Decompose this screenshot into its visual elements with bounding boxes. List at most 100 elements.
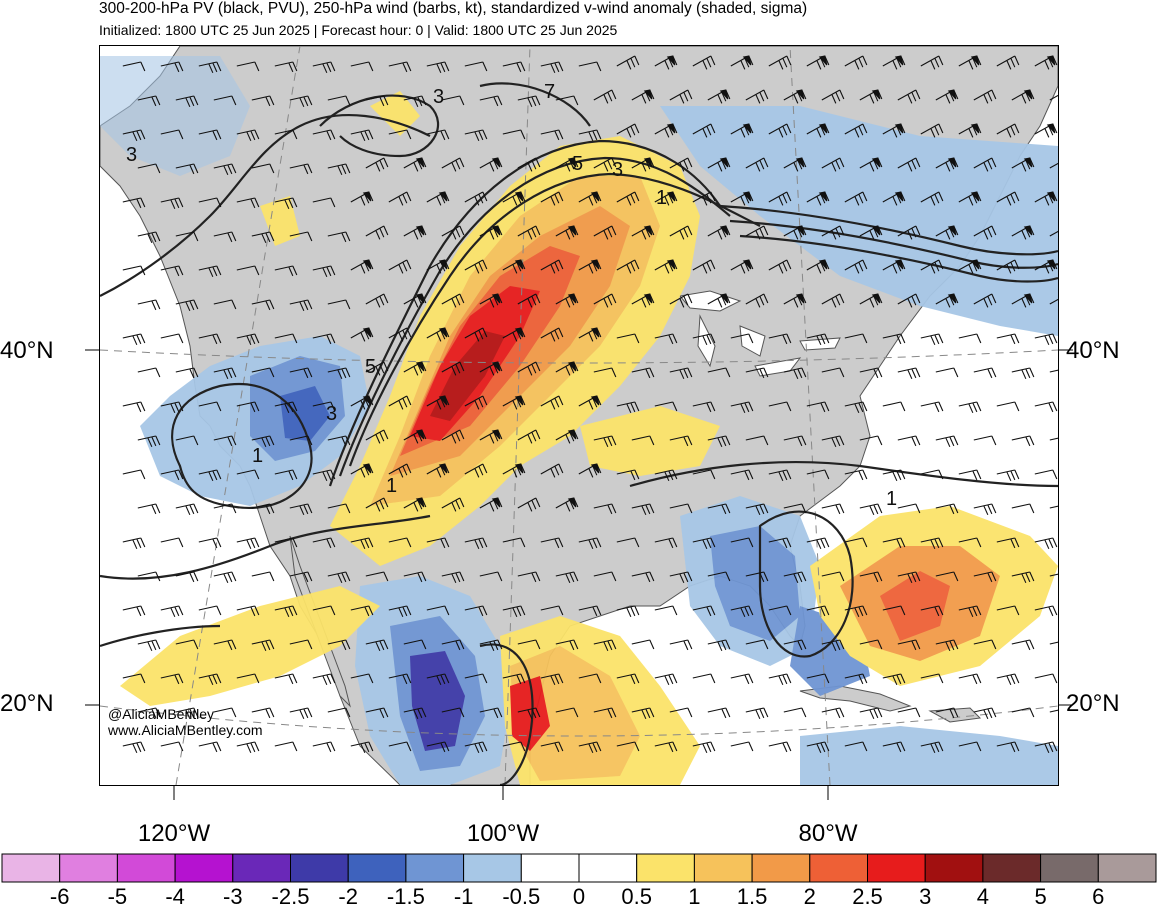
wind-barb-icon: [236, 265, 260, 276]
wind-barb-icon: [821, 707, 845, 719]
colorbar-swatch: [867, 853, 926, 883]
wind-barb-icon: [1011, 225, 1035, 240]
wind-barb-icon: [175, 163, 199, 175]
colorbar-swatch: [636, 853, 695, 883]
wind-barb-icon: [821, 157, 845, 172]
wind-barb-icon: [365, 429, 389, 444]
pv-label: 1: [252, 445, 263, 467]
wind-barb-icon: [479, 497, 503, 512]
wind-barb-icon: [426, 673, 450, 686]
wind-barb-icon: [289, 231, 313, 242]
wind-barb-icon: [935, 435, 959, 448]
anomaly-pos-jet-max: [430, 331, 505, 421]
wind-barb-icon: [160, 265, 184, 277]
wind-barb-icon: [479, 225, 503, 240]
wind-barb-icon: [920, 605, 944, 617]
wind-barb-icon: [160, 61, 184, 73]
wind-barb-icon: [365, 707, 389, 719]
colorbar-swatch: [232, 853, 292, 883]
wind-barb-icon: [502, 129, 526, 140]
wind-barb-icon: [479, 293, 503, 308]
wind-barb-icon: [1049, 298, 1058, 305]
wind-barb-icon: [426, 61, 450, 74]
wind-barb-icon: [844, 741, 868, 752]
wind-barb-icon: [768, 333, 792, 345]
wind-barb-icon: [996, 469, 1020, 482]
wind-barb-icon: [1034, 191, 1058, 206]
wind-barbs: [122, 55, 1058, 754]
wind-barb-icon: [426, 395, 450, 410]
wind-barb-icon: [137, 503, 161, 515]
wind-barb-icon: [388, 327, 412, 342]
wind-barb-icon: [578, 129, 602, 142]
wind-barb-icon: [882, 123, 906, 138]
wind-barb-icon: [160, 129, 184, 140]
wind-barb-icon: [996, 741, 1020, 753]
wind-barb-icon: [327, 299, 351, 310]
wind-barb-icon: [958, 605, 982, 618]
wind-barb-icon: [973, 367, 997, 379]
wind-barb-icon: [175, 707, 199, 720]
wind-barb-icon: [517, 95, 541, 108]
wind-barb-icon: [1034, 123, 1058, 138]
wind-barb-icon: [251, 367, 275, 378]
colorbar-swatch: [1, 853, 61, 883]
wind-barb-icon: [844, 401, 868, 414]
pv-label: 3: [126, 144, 137, 166]
wind-barb-icon: [198, 673, 222, 686]
wind-barb-icon: [935, 157, 959, 172]
wind-barb-icon: [426, 463, 450, 478]
wind-barb-icon: [1034, 741, 1058, 754]
wind-barb-icon: [160, 673, 184, 685]
wind-barb-icon: [441, 571, 465, 584]
wind-barb-icon: [821, 89, 845, 104]
wind-barb-icon: [692, 333, 716, 346]
anomaly-neg-caribbean: [800, 726, 1058, 785]
wind-barb-icon: [289, 163, 313, 175]
wind-barb-icon: [1034, 333, 1058, 346]
wind-barb-icon: [441, 293, 465, 308]
colorbar-tick-label: 0.5: [621, 884, 652, 909]
wind-barb-icon: [1049, 230, 1058, 237]
wind-barb-icon: [122, 401, 146, 413]
wind-barb-icon: [616, 469, 640, 481]
wind-barb-icon: [707, 571, 731, 582]
wind-barb-icon: [1049, 437, 1058, 441]
wind-barb-icon: [350, 191, 374, 206]
wind-barb-icon: [783, 157, 807, 172]
wind-barb-icon: [289, 95, 313, 108]
wind-barb-icon: [692, 741, 716, 754]
wind-barb-icon: [958, 123, 982, 138]
wind-barb-icon: [768, 673, 792, 686]
wind-barb-icon: [897, 503, 921, 514]
wind-barb-icon: [388, 537, 412, 548]
wind-barb-icon: [517, 429, 541, 444]
wind-barb-icon: [236, 673, 260, 684]
wind-barb-icon: [236, 61, 260, 72]
wind-barb-icon: [365, 293, 389, 308]
wind-barb-icon: [768, 741, 792, 753]
wind-barb-icon: [479, 95, 503, 107]
wind-barb-icon: [806, 55, 830, 70]
wind-barb-icon: [844, 191, 868, 206]
wind-barb-icon: [958, 673, 982, 685]
wind-barb-icon: [935, 503, 959, 515]
wind-barb-icon: [327, 503, 351, 514]
wind-barb-icon: [441, 497, 465, 512]
wind-barb-icon: [251, 571, 275, 582]
pv-label: 3: [326, 403, 337, 425]
wind-barb-icon: [745, 435, 769, 446]
wind-barb-icon: [122, 129, 146, 142]
wind-barb-icon: [593, 639, 617, 652]
colorbar-swatch: [290, 853, 349, 883]
colorbar-tick-label: 6: [1092, 884, 1105, 909]
wind-barb-icon: [198, 197, 222, 208]
wind-barb-icon: [578, 537, 602, 550]
wind-barb-icon: [213, 299, 237, 310]
wind-barb-icon: [745, 707, 769, 720]
wind-barb-icon: [1049, 369, 1058, 373]
wind-barb-icon: [312, 469, 336, 482]
wind-barb-icon: [388, 129, 412, 140]
wind-barb-icon: [996, 191, 1020, 206]
